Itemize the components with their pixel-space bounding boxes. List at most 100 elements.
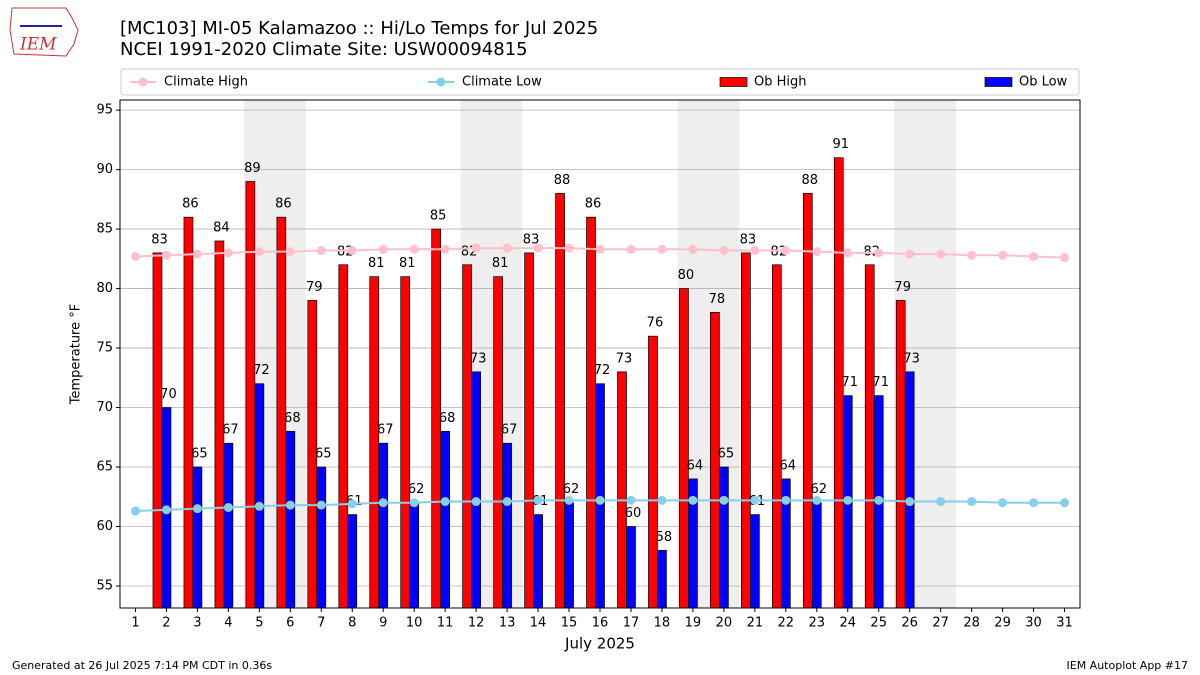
climate-point <box>254 501 264 511</box>
x-tick-label: 4 <box>224 616 232 631</box>
x-tick-label: 1 <box>131 616 139 631</box>
x-tick-label: 15 <box>561 616 578 631</box>
bar <box>864 264 875 609</box>
x-tick-label: 10 <box>406 616 423 631</box>
climate-point <box>1029 251 1039 261</box>
climate-point <box>564 495 574 505</box>
climate-point <box>471 497 481 507</box>
data-label: 83 <box>740 232 757 247</box>
x-tick-label: 9 <box>379 616 387 631</box>
bar <box>811 502 822 609</box>
climate-point <box>161 250 171 260</box>
chart-title: [MC103] MI-05 Kalamazoo :: Hi/Lo Temps f… <box>120 18 598 39</box>
bar <box>347 514 358 609</box>
data-label: 73 <box>470 351 487 366</box>
bar <box>192 466 203 609</box>
climate-point <box>254 247 264 257</box>
data-label: 85 <box>430 209 447 224</box>
x-tick-label: 20 <box>716 616 733 631</box>
climate-point <box>378 244 388 254</box>
climate-point <box>533 495 543 505</box>
data-label: 81 <box>368 256 385 271</box>
climate-point <box>812 247 822 257</box>
climate-point <box>533 243 543 253</box>
climate-point <box>595 244 605 254</box>
climate-point <box>285 247 295 257</box>
climate-point <box>192 249 202 259</box>
climate-point <box>812 495 822 505</box>
climate-point <box>378 498 388 508</box>
climate-point <box>936 497 946 507</box>
data-label: 79 <box>306 280 323 295</box>
data-label: 72 <box>253 363 270 378</box>
y-tick-label: 70 <box>96 400 113 415</box>
bar <box>657 549 667 609</box>
data-label: 86 <box>182 197 199 212</box>
x-tick-label: 17 <box>623 616 640 631</box>
climate-point <box>657 495 667 505</box>
climate-point <box>719 495 729 505</box>
chart-subtitle: NCEI 1991-2020 Climate Site: USW00094815 <box>120 39 528 60</box>
x-tick-label: 11 <box>437 616 454 631</box>
bar <box>741 252 751 609</box>
data-label: 83 <box>523 232 540 247</box>
climate-point <box>688 495 698 505</box>
bar <box>502 442 512 609</box>
climate-point <box>440 244 450 254</box>
climate-point <box>316 500 326 510</box>
legend-marker <box>138 77 148 87</box>
climate-point <box>409 244 419 254</box>
climate-point <box>843 248 853 258</box>
bar <box>586 216 596 609</box>
data-label: 88 <box>554 173 571 188</box>
data-label: 76 <box>647 316 664 331</box>
bar <box>719 466 729 609</box>
bar <box>802 193 813 609</box>
climate-point <box>161 505 171 515</box>
x-axis-label: July 2025 <box>564 635 635 653</box>
data-label: 67 <box>501 423 518 438</box>
x-tick-label: 3 <box>193 616 201 631</box>
y-tick-label: 55 <box>96 578 113 593</box>
climate-point <box>471 243 481 253</box>
y-tick-label: 90 <box>96 162 113 177</box>
data-label: 62 <box>811 482 828 497</box>
data-label: 73 <box>616 351 633 366</box>
data-label: 81 <box>492 256 509 271</box>
climate-point <box>967 497 977 507</box>
climate-point <box>936 249 946 259</box>
x-tick-label: 26 <box>901 616 918 631</box>
data-label: 79 <box>894 280 911 295</box>
bar <box>378 442 389 609</box>
x-tick-label: 12 <box>468 616 485 631</box>
x-tick-label: 16 <box>592 616 609 631</box>
climate-point <box>1060 498 1070 508</box>
y-tick-label: 85 <box>96 222 113 237</box>
data-label: 71 <box>841 375 858 390</box>
data-label: 89 <box>244 161 261 176</box>
data-label: 64 <box>780 458 797 473</box>
data-label: 68 <box>284 411 301 426</box>
data-label: 73 <box>903 351 920 366</box>
bar <box>617 371 627 609</box>
data-label: 72 <box>594 363 611 378</box>
bar <box>152 252 163 609</box>
legend-label: Ob High <box>754 75 807 90</box>
x-tick-label: 30 <box>1025 616 1042 631</box>
x-tick-label: 19 <box>685 616 702 631</box>
x-tick-label: 31 <box>1056 616 1073 631</box>
logo-text: IEM <box>19 35 57 55</box>
climate-point <box>502 243 512 253</box>
climate-point <box>874 248 884 258</box>
y-axis-label: Temperature °F <box>69 304 84 405</box>
bar <box>524 252 534 609</box>
data-label: 65 <box>315 447 332 462</box>
bar <box>493 276 503 609</box>
data-label: 67 <box>222 423 239 438</box>
climate-point <box>223 248 233 258</box>
climate-point <box>440 497 450 507</box>
climate-point <box>347 499 357 509</box>
climate-point <box>564 243 574 253</box>
bar <box>409 502 420 609</box>
data-label: 65 <box>191 447 208 462</box>
